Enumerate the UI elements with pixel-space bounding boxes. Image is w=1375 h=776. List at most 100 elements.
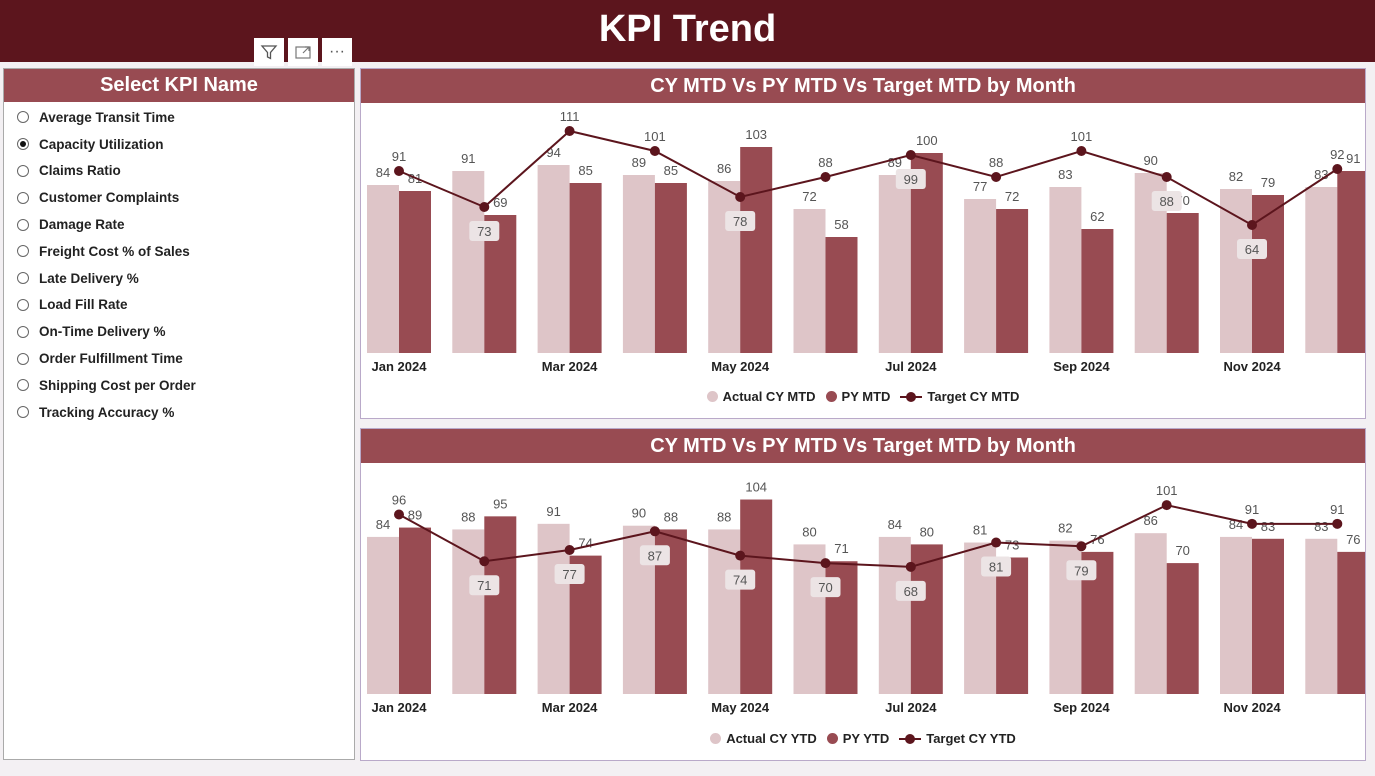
x-tick-label: Mar 2024 xyxy=(542,700,598,715)
target-data-label: 92 xyxy=(1330,147,1344,162)
radio-button[interactable] xyxy=(17,406,29,419)
slicer-item[interactable]: Claims Ratio xyxy=(4,158,354,185)
py-data-label: 70 xyxy=(1175,543,1189,558)
radio-button[interactable] xyxy=(17,352,29,365)
radio-button[interactable] xyxy=(17,218,29,231)
legend-marker xyxy=(899,733,922,744)
actual-data-label: 80 xyxy=(802,524,816,539)
py-data-label: 58 xyxy=(834,217,848,232)
target-point xyxy=(1332,518,1343,529)
slicer-item[interactable]: Shipping Cost per Order xyxy=(4,372,354,399)
actual-data-label: 83 xyxy=(1058,167,1072,182)
target-data-label: 101 xyxy=(1156,483,1178,498)
target-point xyxy=(1161,500,1172,511)
target-data-label: 71 xyxy=(477,578,491,593)
target-data-label: 91 xyxy=(1245,502,1259,517)
actual-data-label: 86 xyxy=(1143,513,1157,528)
x-tick-label: Mar 2024 xyxy=(542,359,598,374)
py-bar xyxy=(1166,563,1199,694)
slicer-item[interactable]: On-Time Delivery % xyxy=(4,318,354,345)
kpi-slicer: Select KPI Name Average Transit Time Capa… xyxy=(3,68,355,760)
target-data-label: 74 xyxy=(733,573,747,588)
actual-bar xyxy=(708,181,741,353)
legend-item[interactable]: Target CY MTD xyxy=(900,389,1019,404)
actual-data-label: 72 xyxy=(802,189,816,204)
actual-bar xyxy=(1220,189,1252,353)
actual-data-label: 89 xyxy=(632,155,646,170)
target-data-label: 88 xyxy=(989,155,1003,170)
target-point xyxy=(564,545,575,556)
legend-item[interactable]: Target CY YTD xyxy=(899,731,1016,746)
slicer-item[interactable]: Load Fill Rate xyxy=(4,292,354,319)
legend-label: Target CY MTD xyxy=(927,389,1020,404)
target-point xyxy=(479,202,490,212)
focus-mode-icon[interactable] xyxy=(288,38,318,66)
slicer-item[interactable]: Late Delivery % xyxy=(4,265,354,292)
target-point xyxy=(649,526,660,537)
slicer-item[interactable]: Freight Cost % of Sales xyxy=(4,238,354,265)
slicer-item-label: Order Fulfillment Time xyxy=(39,351,183,367)
py-bar xyxy=(1252,195,1284,353)
target-label-box xyxy=(895,169,926,189)
radio-button[interactable] xyxy=(17,138,29,151)
legend-label: Target CY YTD xyxy=(926,731,1016,746)
py-bar xyxy=(484,516,517,694)
slicer-item-label: Load Fill Rate xyxy=(39,297,128,313)
header-bar: KPI Trend xyxy=(0,0,1375,62)
py-data-label: 95 xyxy=(493,496,507,511)
slicer-item[interactable]: Damage Rate xyxy=(4,211,354,238)
slicer-item[interactable]: Order Fulfillment Time xyxy=(4,345,354,372)
actual-bar xyxy=(793,209,826,353)
target-data-label: 111 xyxy=(560,109,580,124)
slicer-item[interactable]: Average Transit Time xyxy=(4,104,354,131)
actual-data-label: 84 xyxy=(376,165,390,180)
actual-bar xyxy=(452,171,485,353)
target-point xyxy=(820,558,831,569)
radio-button[interactable] xyxy=(17,379,29,392)
py-bar xyxy=(1166,213,1199,353)
target-data-label: 68 xyxy=(904,584,918,599)
py-bar xyxy=(740,147,773,353)
actual-data-label: 84 xyxy=(376,517,390,532)
py-data-label: 73 xyxy=(1005,537,1019,552)
radio-button[interactable] xyxy=(17,325,29,338)
legend-item[interactable]: PY MTD xyxy=(825,389,890,404)
radio-button[interactable] xyxy=(17,111,29,124)
x-tick-label: Jul 2024 xyxy=(885,700,937,715)
radio-button[interactable] xyxy=(17,245,29,258)
chart-title: CY MTD Vs PY MTD Vs Target MTD by Month xyxy=(361,429,1365,463)
radio-button[interactable] xyxy=(17,272,29,285)
actual-bar xyxy=(708,529,741,694)
target-label-box xyxy=(469,575,500,596)
slicer-item-label: Capacity Utilization xyxy=(39,136,164,152)
x-tick-label: Jan 2024 xyxy=(372,359,428,374)
legend-item[interactable]: Actual CY YTD xyxy=(710,731,817,746)
actual-data-label: 81 xyxy=(973,523,987,538)
radio-button[interactable] xyxy=(17,298,29,311)
radio-button[interactable] xyxy=(17,164,29,177)
filter-icon[interactable] xyxy=(254,38,284,66)
target-data-label: 99 xyxy=(904,172,918,187)
mtd-chart-panel: CY MTD Vs PY MTD Vs Target MTD by Month … xyxy=(360,68,1370,419)
actual-bar xyxy=(964,199,997,353)
py-bar xyxy=(996,209,1029,353)
more-options-icon[interactable]: ··· xyxy=(322,38,352,66)
py-bar xyxy=(399,191,431,353)
legend-item[interactable]: Actual CY MTD xyxy=(706,389,816,404)
target-point xyxy=(1076,146,1087,156)
py-bar xyxy=(399,527,431,694)
legend-item[interactable]: PY YTD xyxy=(826,731,889,746)
slicer-item-label: Damage Rate xyxy=(39,217,125,233)
py-bar xyxy=(654,183,687,353)
target-label-box xyxy=(639,545,670,566)
slicer-item-label: On-Time Delivery % xyxy=(39,324,166,340)
target-point xyxy=(905,561,916,572)
radio-button[interactable] xyxy=(17,191,29,204)
page-title: KPI Trend xyxy=(598,8,777,50)
x-tick-label: Sep 2024 xyxy=(1053,359,1110,374)
slicer-item[interactable]: Customer Complaints xyxy=(4,184,354,211)
slicer-item[interactable]: Capacity Utilization xyxy=(4,131,354,158)
slicer-item[interactable]: Tracking Accuracy % xyxy=(4,399,354,426)
actual-data-label: 82 xyxy=(1229,169,1243,184)
py-bar xyxy=(740,499,773,694)
